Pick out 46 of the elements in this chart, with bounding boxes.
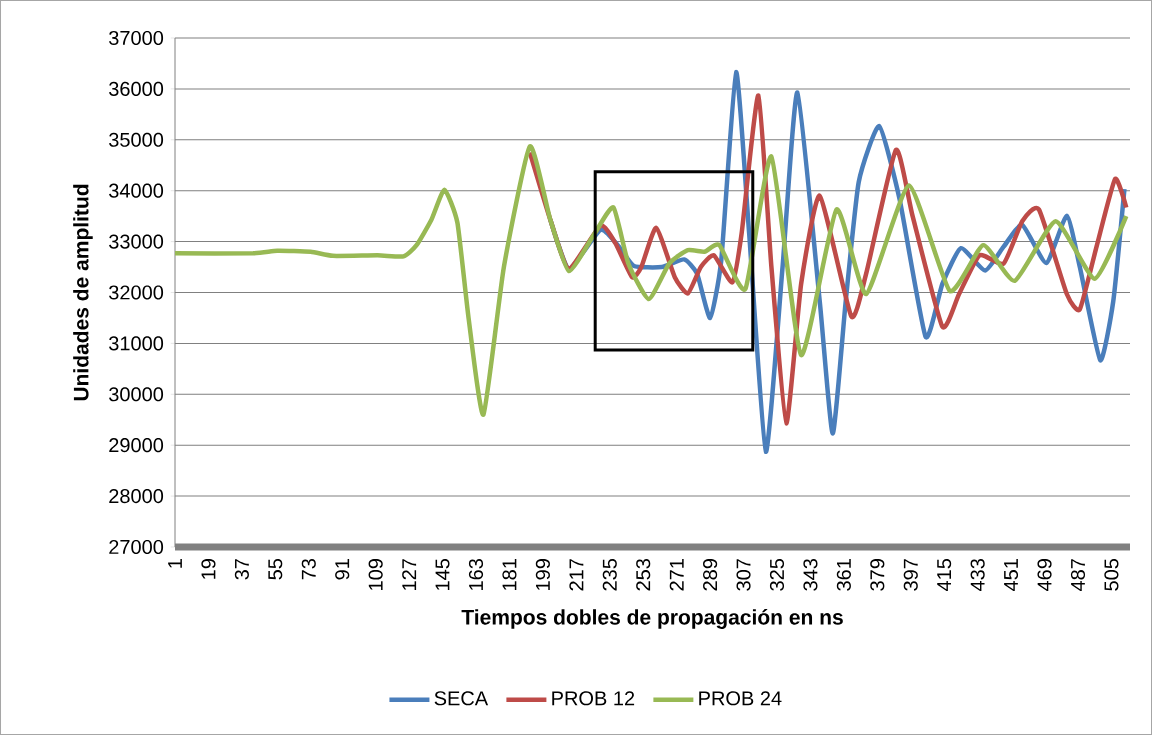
x-tick-label: 379 [870,559,885,591]
x-tick-label: 55 [268,558,283,580]
x-tick-label: 235 [602,558,617,591]
x-tick-label: 487 [1070,559,1086,592]
y-tick-label: 35000 [109,132,164,147]
x-tick-label: 271 [669,559,684,591]
y-tick-label: 34000 [109,183,164,198]
y-tick-label: 28000 [109,489,164,504]
legend-label: PROB 24 [699,691,782,706]
y-tick-label: 33000 [109,234,164,249]
x-tick-label: 109 [368,559,383,590]
y-tick-label: 29000 [109,438,164,453]
y-axis-title: Unidades de amplitud [73,184,93,401]
x-tick-label: 289 [703,559,718,591]
x-tick-label: 19 [201,559,216,579]
x-tick-label: 415 [937,558,952,592]
x-axis-title: Tiempos dobles de propagación en ns [461,609,843,629]
x-tick-label: 505 [1104,558,1119,591]
x-tick-label: 37 [234,559,249,580]
x-tick-label: 307 [736,559,751,591]
x-tick-label: 325 [769,558,785,591]
x-tick-label: 73 [301,559,316,580]
x-tick-label: 217 [569,559,584,591]
y-tick-label: 36000 [109,81,164,96]
x-tick-label: 361 [836,559,851,591]
x-tick-label: 451 [1004,559,1019,592]
y-tick-label: 32000 [109,285,164,300]
x-tick-label: 253 [636,559,651,591]
x-tick-label: 199 [535,559,550,590]
y-tick-label: 27000 [109,539,164,555]
x-tick-label: 145 [435,558,450,590]
x-tick-label: 91 [335,559,350,580]
legend-label: PROB 12 [552,691,635,706]
y-tick-label: 30000 [109,387,164,402]
x-tick-label: 343 [803,559,818,591]
x-tick-label: 163 [468,559,484,590]
x-tick-label: 433 [970,559,985,592]
x-tick-label: 469 [1037,559,1052,592]
y-tick-label: 31000 [109,336,164,351]
x-tick-label: 397 [903,559,918,591]
y-tick-label: 37000 [109,30,164,46]
legend-label: SECA [434,691,489,706]
x-tick-label: 1 [168,559,182,568]
line-series [175,144,1129,417]
x-tick-label: 127 [402,559,417,590]
x-tick-label: 181 [502,559,517,590]
